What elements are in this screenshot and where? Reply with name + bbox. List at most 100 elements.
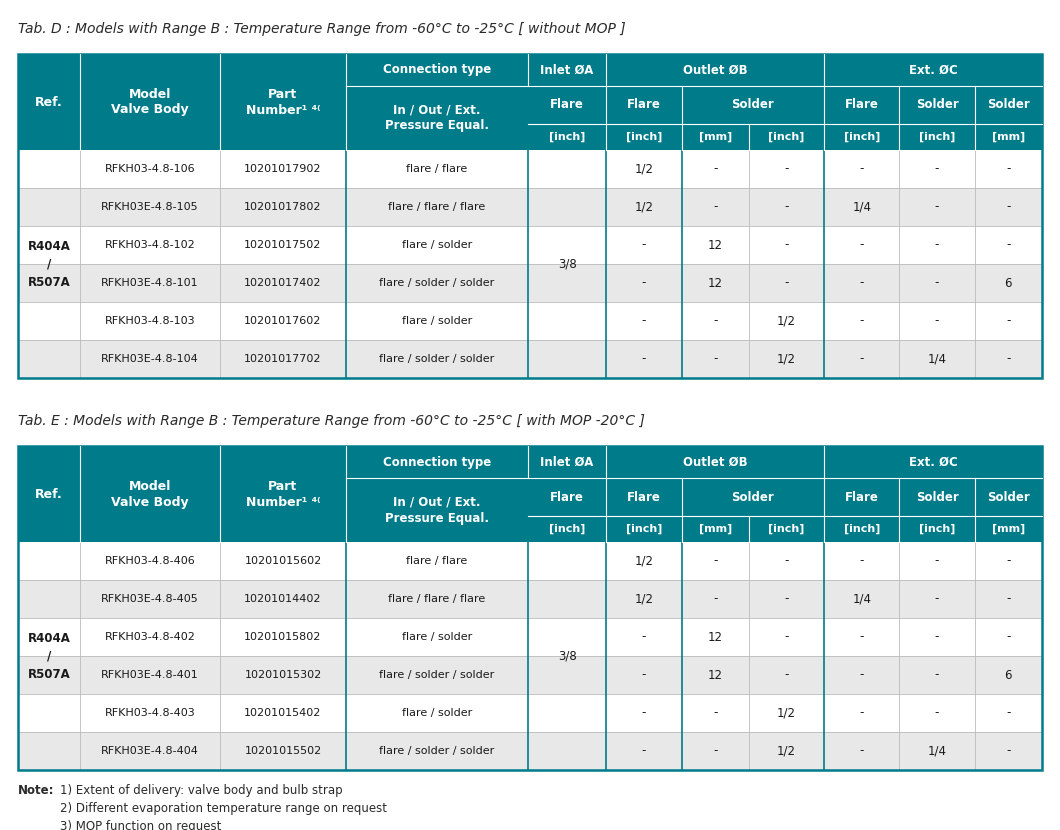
- Text: RFKH03E-4.8-105: RFKH03E-4.8-105: [101, 202, 198, 212]
- Text: Outlet ØB: Outlet ØB: [683, 64, 747, 76]
- Text: RFKH03E-4.8-104: RFKH03E-4.8-104: [101, 354, 199, 364]
- Text: Ref.: Ref.: [35, 487, 63, 500]
- Text: 1/4: 1/4: [928, 745, 947, 758]
- Text: -: -: [860, 631, 864, 643]
- Text: Solder: Solder: [731, 491, 774, 504]
- Text: 1/4: 1/4: [852, 593, 871, 606]
- Text: [inch]: [inch]: [844, 524, 880, 535]
- Text: Part
Number¹ ⁴⁽: Part Number¹ ⁴⁽: [246, 87, 320, 116]
- Text: 10201015802: 10201015802: [244, 632, 321, 642]
- Text: 12: 12: [708, 238, 723, 251]
- Text: -: -: [1006, 238, 1010, 251]
- Text: -: -: [713, 554, 718, 568]
- Text: flare / flare: flare / flare: [406, 164, 467, 174]
- Text: RFKH03-4.8-403: RFKH03-4.8-403: [105, 708, 195, 718]
- Text: Solder: Solder: [731, 99, 774, 111]
- Text: flare / solder / solder: flare / solder / solder: [379, 278, 494, 288]
- Bar: [18, 150, 1042, 188]
- Text: [inch]: [inch]: [768, 524, 805, 535]
- Text: -: -: [784, 201, 789, 213]
- Text: -: -: [784, 163, 789, 175]
- Text: -: -: [784, 631, 789, 643]
- Text: -: -: [935, 163, 939, 175]
- Text: [inch]: [inch]: [919, 524, 955, 535]
- Text: 1/2: 1/2: [635, 201, 653, 213]
- Text: 10201017802: 10201017802: [244, 202, 322, 212]
- Bar: [18, 542, 1042, 580]
- Text: -: -: [713, 706, 718, 720]
- Text: Solder: Solder: [987, 99, 1029, 111]
- Text: -: -: [713, 745, 718, 758]
- Text: Model
Valve Body: Model Valve Body: [111, 480, 189, 509]
- Text: -: -: [860, 668, 864, 681]
- Text: -: -: [1006, 201, 1010, 213]
- Text: -: -: [1006, 593, 1010, 606]
- Text: 6: 6: [1005, 668, 1012, 681]
- Text: RFKH03-4.8-103: RFKH03-4.8-103: [105, 316, 195, 326]
- Text: flare / solder: flare / solder: [402, 632, 472, 642]
- Text: Ref.: Ref.: [35, 95, 63, 109]
- Text: 12: 12: [708, 276, 723, 290]
- Text: -: -: [935, 668, 939, 681]
- Bar: [18, 732, 1042, 770]
- Text: [mm]: [mm]: [699, 132, 731, 142]
- Bar: [18, 694, 1042, 732]
- Bar: [18, 302, 1042, 340]
- Text: -: -: [641, 276, 647, 290]
- Text: -: -: [784, 668, 789, 681]
- Text: -: -: [1006, 353, 1010, 365]
- Text: -: -: [784, 593, 789, 606]
- Text: -: -: [860, 353, 864, 365]
- Text: Flare: Flare: [628, 491, 660, 504]
- Text: -: -: [641, 353, 647, 365]
- Text: Inlet ØA: Inlet ØA: [541, 64, 594, 76]
- Text: Model
Valve Body: Model Valve Body: [111, 87, 189, 116]
- Text: 1/2: 1/2: [777, 353, 796, 365]
- Text: -: -: [784, 238, 789, 251]
- Text: -: -: [713, 315, 718, 328]
- Text: Connection type: Connection type: [383, 456, 491, 468]
- Text: -: -: [935, 238, 939, 251]
- Text: [inch]: [inch]: [549, 524, 585, 535]
- Text: RFKH03-4.8-406: RFKH03-4.8-406: [105, 556, 195, 566]
- Text: 3/8: 3/8: [558, 650, 577, 662]
- Text: -: -: [935, 554, 939, 568]
- Text: 10201017602: 10201017602: [244, 316, 321, 326]
- Text: 3) MOP function on request: 3) MOP function on request: [60, 820, 222, 830]
- Bar: [18, 188, 1042, 226]
- Text: -: -: [1006, 163, 1010, 175]
- Text: 3/8: 3/8: [558, 257, 577, 271]
- Text: 6: 6: [1005, 276, 1012, 290]
- Text: Note:: Note:: [18, 784, 54, 797]
- Bar: [18, 54, 1042, 378]
- Text: [mm]: [mm]: [992, 132, 1025, 142]
- Text: -: -: [860, 706, 864, 720]
- Bar: [18, 226, 1042, 264]
- Text: Part
Number¹ ⁴⁽: Part Number¹ ⁴⁽: [246, 480, 320, 509]
- Text: 12: 12: [708, 668, 723, 681]
- Text: -: -: [713, 163, 718, 175]
- Text: Connection type: Connection type: [383, 64, 491, 76]
- Text: -: -: [1006, 745, 1010, 758]
- Bar: [18, 264, 1042, 302]
- Text: Ext. ØC: Ext. ØC: [908, 456, 957, 468]
- Text: Flare: Flare: [628, 99, 660, 111]
- Text: -: -: [860, 315, 864, 328]
- Text: -: -: [935, 201, 939, 213]
- Text: -: -: [713, 593, 718, 606]
- Text: [inch]: [inch]: [919, 132, 955, 142]
- Text: R404A
/
R507A: R404A / R507A: [28, 240, 70, 289]
- Text: 1/4: 1/4: [852, 201, 871, 213]
- Text: Outlet ØB: Outlet ØB: [683, 456, 747, 468]
- Text: -: -: [935, 593, 939, 606]
- Text: RFKH03E-4.8-401: RFKH03E-4.8-401: [101, 670, 199, 680]
- Bar: [18, 54, 1042, 150]
- Text: flare / flare: flare / flare: [406, 556, 467, 566]
- Text: [mm]: [mm]: [992, 524, 1025, 535]
- Text: 1/2: 1/2: [777, 706, 796, 720]
- Text: RFKH03-4.8-102: RFKH03-4.8-102: [105, 240, 195, 250]
- Text: 10201017902: 10201017902: [244, 164, 322, 174]
- Text: [inch]: [inch]: [549, 132, 585, 142]
- Text: 10201017702: 10201017702: [244, 354, 322, 364]
- Text: flare / solder / solder: flare / solder / solder: [379, 746, 494, 756]
